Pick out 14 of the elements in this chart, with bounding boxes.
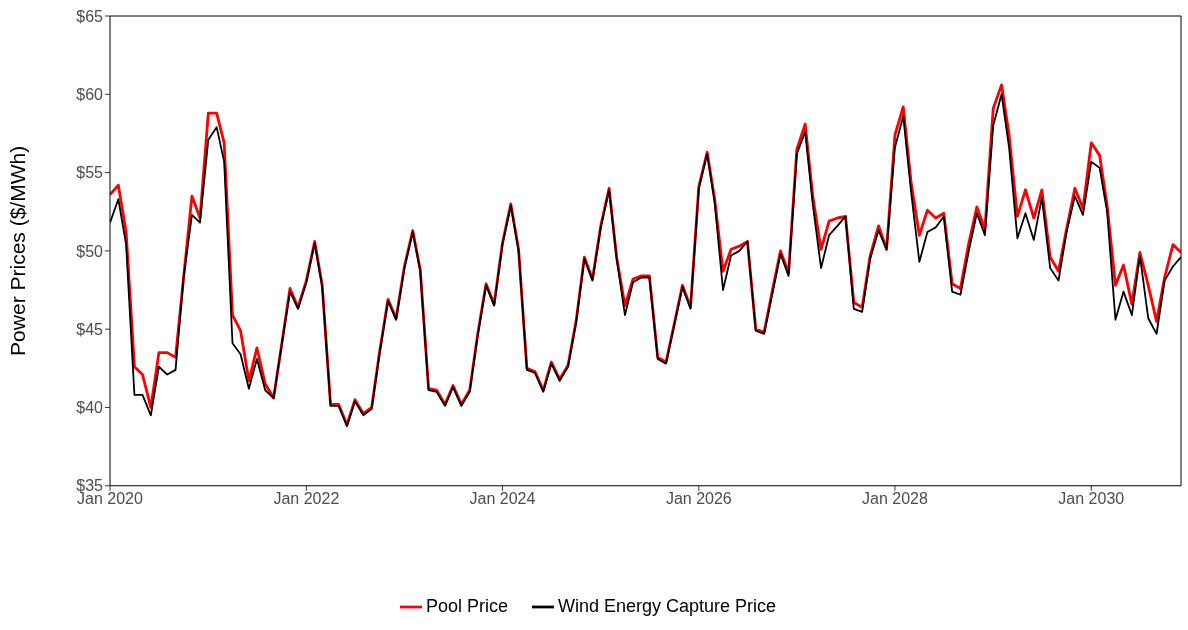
y-tick-label: $60 <box>76 85 104 103</box>
legend-label: Pool Price <box>425 595 508 616</box>
y-tick-label: $45 <box>76 320 104 338</box>
y-axis-title: Power Prices ($/MWh) <box>6 145 30 356</box>
x-tick-label: Jan 2030 <box>1058 490 1125 508</box>
x-tick-label: Jan 2022 <box>273 490 340 508</box>
x-tick-label: Jan 2026 <box>665 490 732 508</box>
x-tick-label: Jan 2028 <box>861 490 928 508</box>
y-tick-label: $50 <box>76 242 104 260</box>
y-tick-label: $40 <box>76 399 104 417</box>
x-tick-label: Jan 2024 <box>469 490 536 508</box>
y-tick-label: $55 <box>76 164 104 182</box>
y-tick-label: $65 <box>76 7 104 25</box>
legend-label: Wind Energy Capture Price <box>557 595 777 616</box>
